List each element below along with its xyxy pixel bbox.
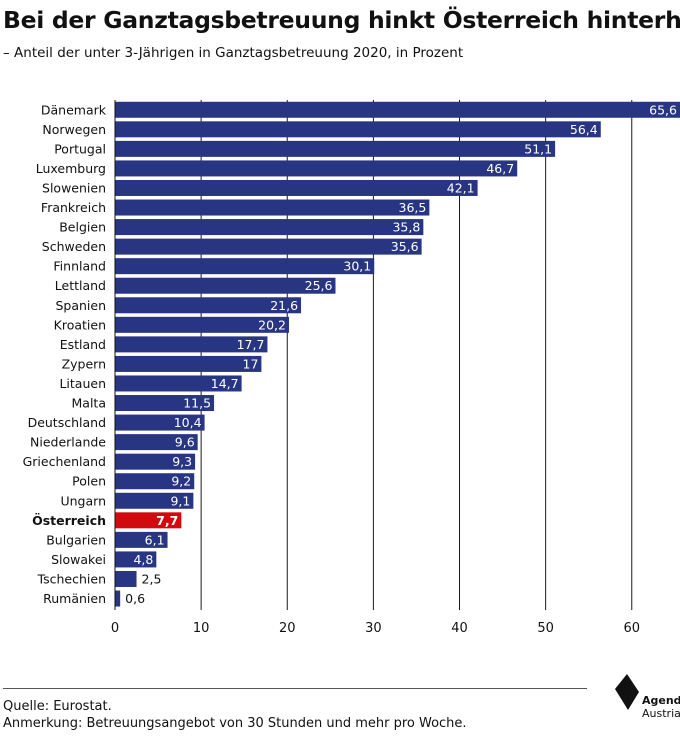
category-label: Portugal [54, 141, 106, 156]
data-label: 25,6 [305, 278, 333, 293]
data-label: 7,7 [156, 513, 178, 528]
footer-divider [3, 688, 587, 689]
source-note: Quelle: Eurostat. [3, 699, 112, 714]
data-label: 11,5 [183, 396, 211, 411]
category-label: Dänemark [41, 102, 107, 117]
category-label: Luxemburg [36, 161, 106, 176]
data-label: 9,2 [171, 474, 191, 489]
category-label: Tschechien [37, 571, 106, 586]
bar-chart: 0 10 20 30 40 50 60 Dänemark 65,6 Norwegen 56,4 Por… [23, 100, 680, 636]
bar [115, 355, 262, 372]
x-tick-label: 10 [193, 621, 210, 636]
bar [115, 492, 194, 509]
category-label: Österreich [32, 513, 106, 528]
bar [115, 590, 121, 607]
category-label: Belgien [59, 220, 106, 235]
chart-title: Bei der Ganztagsbetreuung hinkt Österrei… [3, 6, 680, 34]
data-label: 10,4 [174, 415, 202, 430]
category-label: Spanien [55, 298, 106, 313]
category-label: Slowakei [51, 552, 106, 567]
category-label: Bulgarien [46, 532, 106, 547]
bar [115, 199, 430, 216]
bar [115, 551, 157, 568]
category-label: Norwegen [42, 122, 106, 137]
bar [115, 219, 424, 236]
data-label: 14,7 [211, 376, 239, 391]
data-label: 51,1 [524, 141, 552, 156]
data-label: 42,1 [447, 180, 475, 195]
bar [115, 336, 268, 353]
agenda-austria-logo-icon [615, 674, 639, 710]
bar [115, 316, 289, 333]
bar [115, 434, 198, 451]
bar [115, 453, 196, 470]
category-label: Zypern [62, 356, 106, 371]
category-label: Litauen [59, 376, 106, 391]
data-label: 2,5 [142, 571, 162, 586]
data-label: 46,7 [486, 161, 514, 176]
data-label: 36,5 [399, 200, 427, 215]
data-label: 35,6 [391, 239, 419, 254]
data-label: 17 [243, 356, 259, 371]
category-label: Griechenland [23, 454, 106, 469]
agenda-austria-logo: Agenda Austria [612, 672, 680, 730]
bar [115, 277, 336, 294]
data-label: 56,4 [570, 122, 598, 137]
data-label: 9,3 [172, 454, 192, 469]
category-label: Kroatien [54, 317, 106, 332]
category-label: Rumänien [43, 591, 106, 606]
category-label: Deutschland [28, 415, 106, 430]
bar [115, 258, 375, 275]
data-label: 4,8 [133, 552, 153, 567]
bar [115, 121, 601, 138]
category-label: Lettland [55, 278, 106, 293]
bar [115, 375, 242, 392]
x-tick-label: 0 [111, 621, 119, 636]
category-label: Slowenien [42, 180, 106, 195]
annotation-note: Anmerkung: Betreuungsangebot von 30 Stun… [3, 716, 467, 731]
bar [115, 101, 680, 118]
x-tick-label: 60 [623, 621, 640, 636]
data-label: 20,2 [258, 317, 286, 332]
bar [115, 238, 422, 255]
data-label: 65,6 [649, 102, 677, 117]
chart-subtitle: – Anteil der unter 3-Jährigen in Ganztag… [3, 45, 464, 61]
data-label: 17,7 [237, 337, 265, 352]
data-label: 6,1 [145, 532, 165, 547]
data-label: 35,8 [392, 220, 420, 235]
logo-text-austria: Austria [642, 707, 680, 720]
category-label: Schweden [42, 239, 106, 254]
bar [115, 531, 168, 548]
category-label: Niederlande [30, 435, 106, 450]
bar [115, 179, 478, 196]
x-tick-label: 50 [537, 621, 554, 636]
category-label: Malta [72, 396, 106, 411]
data-label: 21,6 [270, 298, 298, 313]
bar [115, 160, 518, 177]
data-label: 9,1 [170, 493, 190, 508]
category-label: Estland [60, 337, 106, 352]
bar [115, 297, 302, 314]
bar [115, 140, 556, 157]
bar [115, 473, 195, 490]
category-label: Finnland [53, 259, 106, 274]
bar [115, 395, 215, 412]
category-label: Polen [72, 474, 106, 489]
data-label: 9,6 [175, 435, 195, 450]
data-label: 30,1 [343, 259, 371, 274]
x-tick-label: 20 [279, 621, 296, 636]
data-label: 0,6 [125, 591, 145, 606]
x-tick-label: 30 [365, 621, 382, 636]
category-label: Ungarn [60, 493, 106, 508]
bar [115, 512, 182, 529]
category-label: Frankreich [41, 200, 106, 215]
logo-text-agenda: Agenda [642, 694, 680, 707]
bar [115, 414, 205, 431]
bar [115, 570, 137, 587]
x-tick-label: 40 [451, 621, 468, 636]
